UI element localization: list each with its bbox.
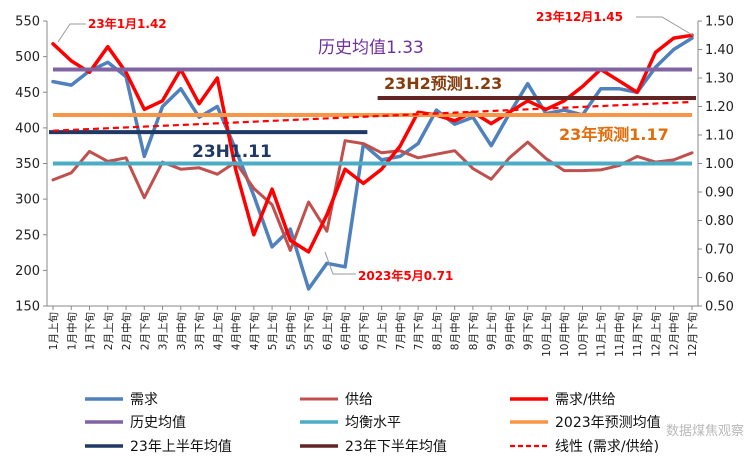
series-line-供给 bbox=[51, 139, 694, 252]
legend-label: 23年上半年均值 bbox=[130, 439, 232, 455]
left-tick-label: 400 bbox=[15, 121, 40, 136]
legend-label: 2023年预测均值 bbox=[555, 415, 661, 431]
x-tick-label: 1月中旬 bbox=[65, 312, 78, 350]
x-tick-label: 7月上旬 bbox=[376, 312, 389, 350]
x-tick-label: 7月中旬 bbox=[394, 312, 407, 350]
series-line-需求/供给 bbox=[51, 33, 694, 254]
x-tick-label: 9月中旬 bbox=[503, 312, 516, 350]
annotation-label: 23H1.11 bbox=[192, 142, 272, 162]
left-tick-label: 450 bbox=[15, 86, 40, 101]
x-tick-label: 2月下旬 bbox=[138, 312, 151, 350]
legend-label: 供给 bbox=[345, 392, 373, 408]
x-tick-label: 11月下旬 bbox=[631, 312, 644, 357]
x-tick-label: 12月下旬 bbox=[686, 312, 699, 357]
right-tick-label: 0.70 bbox=[705, 243, 734, 258]
annotation-label: 23年1月1.42 bbox=[88, 16, 167, 31]
annotation-label: 23H2预测1.23 bbox=[384, 74, 502, 93]
x-tick-label: 5月下旬 bbox=[303, 312, 316, 350]
x-tick-label: 5月上旬 bbox=[266, 312, 279, 350]
x-tick-label: 7月下旬 bbox=[412, 312, 425, 350]
x-tick-label: 6月下旬 bbox=[357, 312, 370, 350]
x-tick-label: 12月中旬 bbox=[668, 312, 681, 357]
annotation-label: 2023年5月0.71 bbox=[358, 268, 453, 283]
x-tick-label: 10月上旬 bbox=[540, 312, 553, 357]
legend-label: 历史均值 bbox=[130, 415, 186, 431]
x-tick-label: 3月上旬 bbox=[157, 312, 170, 350]
x-tick-label: 3月中旬 bbox=[175, 312, 188, 350]
watermark-text: 数据煤焦观察 bbox=[665, 424, 744, 439]
right-tick-label: 0.50 bbox=[705, 300, 734, 315]
right-tick-label: 1.20 bbox=[705, 100, 734, 115]
left-tick-label: 150 bbox=[15, 300, 40, 315]
legend-label: 23年下半年均值 bbox=[345, 439, 447, 455]
x-tick-label: 2月上旬 bbox=[102, 312, 115, 350]
x-tick-label: 1月上旬 bbox=[47, 312, 60, 350]
x-tick-label: 11月上旬 bbox=[595, 312, 608, 357]
callout-leader bbox=[324, 251, 356, 275]
x-tick-label: 8月中旬 bbox=[449, 312, 462, 350]
right-tick-label: 1.30 bbox=[705, 72, 734, 87]
right-tick-label: 1.10 bbox=[705, 129, 734, 144]
left-tick-label: 250 bbox=[15, 228, 40, 243]
x-tick-label: 8月上旬 bbox=[430, 312, 443, 350]
x-tick-label: 6月中旬 bbox=[339, 312, 352, 350]
annotation-label: 历史均值1.33 bbox=[318, 38, 424, 58]
x-tick-label: 4月中旬 bbox=[230, 312, 243, 350]
left-tick-label: 300 bbox=[15, 193, 40, 208]
trendline bbox=[52, 100, 693, 132]
x-tick-label: 8月下旬 bbox=[467, 312, 480, 350]
right-tick-label: 0.90 bbox=[705, 186, 734, 201]
x-tick-label: 2月中旬 bbox=[120, 312, 133, 350]
x-tick-label: 10月中旬 bbox=[558, 312, 571, 357]
right-tick-label: 1.00 bbox=[705, 157, 734, 172]
right-tick-label: 0.60 bbox=[705, 271, 734, 286]
left-tick-label: 550 bbox=[15, 15, 40, 30]
left-tick-label: 500 bbox=[15, 50, 40, 65]
legend-label: 需求/供给 bbox=[555, 392, 616, 408]
x-tick-label: 9月下旬 bbox=[522, 312, 535, 350]
callout-leader bbox=[636, 16, 695, 37]
x-tick-label: 4月下旬 bbox=[248, 312, 261, 350]
right-tick-label: 1.50 bbox=[705, 15, 734, 30]
x-tick-label: 1月下旬 bbox=[84, 312, 97, 350]
left-tick-label: 200 bbox=[15, 264, 40, 279]
x-tick-label: 6月上旬 bbox=[321, 312, 334, 350]
annotation-label: 23年预测1.17 bbox=[559, 125, 669, 144]
legend-label: 均衡水平 bbox=[345, 415, 401, 431]
x-tick-label: 9月上旬 bbox=[485, 312, 498, 350]
x-tick-label: 11月中旬 bbox=[613, 312, 626, 357]
x-tick-label: 10月下旬 bbox=[576, 312, 589, 357]
left-tick-label: 350 bbox=[15, 157, 40, 172]
x-tick-label: 12月上旬 bbox=[649, 312, 662, 357]
x-tick-label: 5月中旬 bbox=[284, 312, 297, 350]
right-tick-label: 1.40 bbox=[705, 43, 734, 58]
right-tick-label: 0.80 bbox=[705, 214, 734, 229]
legend-label: 线性 (需求/供给) bbox=[555, 439, 659, 455]
x-tick-label: 3月下旬 bbox=[193, 312, 206, 350]
x-tick-label: 4月上旬 bbox=[211, 312, 224, 350]
annotation-label: 23年12月1.45 bbox=[536, 9, 623, 24]
legend-label: 需求 bbox=[130, 392, 158, 408]
callout-leader bbox=[57, 23, 86, 43]
